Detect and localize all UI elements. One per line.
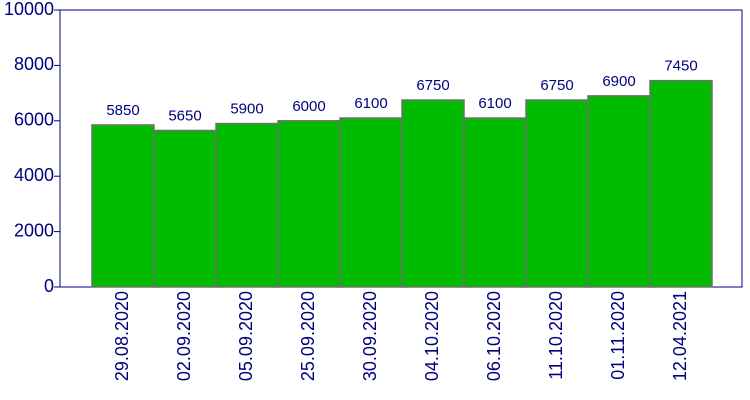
value-label: 5650 [168, 107, 201, 124]
value-label: 5900 [230, 101, 263, 118]
x-tick-label: 30.09.2020 [360, 291, 380, 381]
bar [339, 117, 403, 288]
value-label: 6100 [478, 95, 511, 112]
bar [463, 117, 527, 288]
bar [277, 120, 341, 288]
bar [401, 99, 465, 288]
value-label: 6750 [540, 77, 573, 94]
y-tick-label: 6000 [14, 110, 54, 130]
x-tick-label: 06.10.2020 [484, 291, 504, 381]
y-tick-label: 8000 [14, 54, 54, 74]
x-tick-label: 11.10.2020 [546, 291, 566, 380]
bar [153, 129, 217, 288]
bar [91, 124, 155, 288]
x-tick-label: 25.09.2020 [298, 291, 318, 381]
bar [587, 95, 651, 288]
y-tick-label: 2000 [14, 220, 54, 240]
value-label: 6100 [354, 95, 387, 112]
value-label: 6900 [602, 73, 635, 90]
y-tick-label: 4000 [14, 165, 54, 185]
bar [215, 122, 279, 288]
x-tick-label: 02.09.2020 [174, 291, 194, 381]
x-tick-label: 01.11.2020 [608, 291, 628, 380]
y-tick-label: 0 [44, 276, 54, 296]
bar [649, 79, 713, 288]
y-tick-label: 10000 [4, 0, 54, 19]
value-label: 6000 [292, 98, 325, 115]
value-label: 6750 [416, 77, 449, 94]
value-label: 7450 [664, 58, 697, 75]
value-label: 5850 [106, 102, 139, 119]
x-tick-label: 12.04.2021 [670, 291, 690, 381]
x-tick-label: 05.09.2020 [236, 291, 256, 381]
bar [525, 99, 589, 288]
x-tick-label: 29.08.2020 [112, 291, 132, 381]
x-tick-label: 04.10.2020 [422, 291, 442, 381]
